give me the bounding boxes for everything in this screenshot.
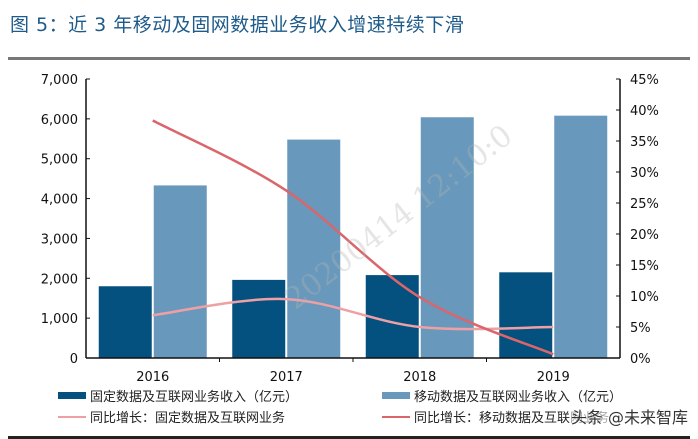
bar-mobile-2017 bbox=[287, 139, 341, 358]
y-right-tick-label: 30% bbox=[630, 166, 659, 181]
x-tick-label: 2017 bbox=[270, 370, 303, 385]
y-right-tick-label: 25% bbox=[630, 197, 659, 212]
legend-swatch bbox=[382, 392, 410, 399]
x-tick-label: 2018 bbox=[403, 370, 436, 385]
bar-mobile-2016 bbox=[153, 185, 207, 358]
legend-item-mobile-growth: 同比增长：移动数据及互联网业务 bbox=[382, 407, 609, 426]
y-left-tick-label: 1,000 bbox=[41, 312, 78, 327]
legend-label: 固定数据及互联网业务收入（亿元） bbox=[90, 390, 299, 405]
y-left-tick-label: 2,000 bbox=[41, 272, 78, 287]
legend-item-mobile-revenue: 移动数据及互联网业务收入（亿元） bbox=[382, 386, 622, 405]
legend-swatch bbox=[58, 392, 86, 399]
y-right-tick-label: 45% bbox=[630, 73, 659, 88]
bar-fixed-2017 bbox=[232, 279, 286, 358]
legend-item-fixed-revenue: 固定数据及互联网业务收入（亿元） bbox=[58, 386, 298, 405]
y-left-tick-label: 5,000 bbox=[41, 153, 78, 168]
y-left-tick-label: 0 bbox=[70, 352, 78, 367]
source-watermark: 头条 @未来智库 bbox=[570, 404, 688, 428]
legend-item-fixed-growth: 同比增长：固定数据及互联网业务 bbox=[58, 407, 285, 426]
y-left-tick-label: 3,000 bbox=[41, 232, 78, 247]
legend-swatch bbox=[382, 415, 410, 418]
bar-mobile-2018 bbox=[420, 117, 474, 359]
bar-fixed-2018 bbox=[365, 275, 419, 358]
legend-label: 同比增长：移动数据及互联网业务 bbox=[414, 411, 610, 426]
bar-fixed-2016 bbox=[98, 286, 152, 358]
bar-mobile-2019 bbox=[554, 115, 608, 358]
y-right-tick-label: 5% bbox=[630, 321, 651, 336]
y-right-tick-label: 15% bbox=[630, 259, 659, 274]
chart-title: 图 5：近 3 年移动及固网数据业务收入增速持续下滑 bbox=[10, 14, 465, 36]
y-right-tick-label: 0% bbox=[630, 352, 651, 367]
x-tick-label: 2019 bbox=[537, 370, 570, 385]
legend-label: 同比增长：固定数据及互联网业务 bbox=[90, 411, 286, 426]
x-tick-label: 2016 bbox=[136, 370, 169, 385]
bottom-divider bbox=[8, 436, 690, 439]
y-left-tick-label: 7,000 bbox=[41, 73, 78, 88]
y-left-tick-label: 6,000 bbox=[41, 113, 78, 128]
y-right-tick-label: 20% bbox=[630, 228, 659, 243]
y-right-tick-label: 10% bbox=[630, 290, 659, 305]
line-mobile-growth bbox=[152, 119, 554, 356]
y-left-tick-label: 4,000 bbox=[41, 193, 78, 208]
y-right-tick-label: 35% bbox=[630, 135, 659, 150]
legend-swatch bbox=[58, 415, 86, 418]
title-divider bbox=[8, 57, 690, 60]
y-right-tick-label: 40% bbox=[630, 104, 659, 119]
line-fixed-growth bbox=[152, 297, 554, 331]
legend-label: 移动数据及互联网业务收入（亿元） bbox=[414, 390, 623, 405]
